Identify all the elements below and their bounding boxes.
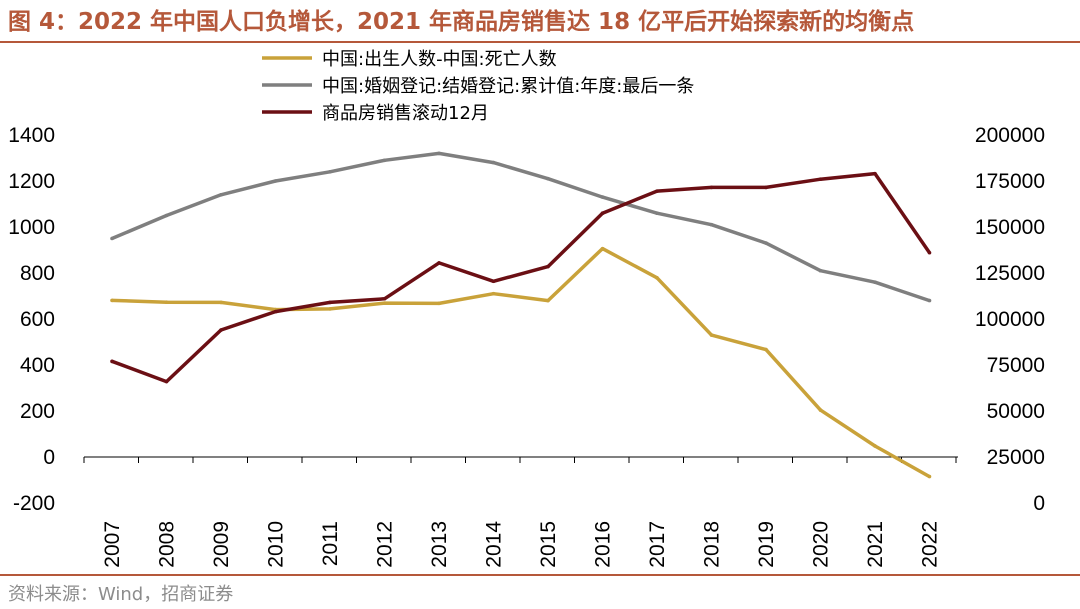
x-tick-label: 2016 [592,521,615,568]
left-tick-label: 1400 [8,124,55,147]
series-line-1 [111,151,931,303]
data-point [873,280,877,285]
data-point [600,211,605,215]
left-tick-label: 1200 [8,170,55,193]
x-tick-label: 2010 [265,521,288,568]
right-tick-label: 100000 [975,308,1045,331]
x-tick-label: 2020 [810,521,833,568]
left-tick-label: 200 [20,400,55,423]
x-axis-ticks: 2007 2008 2009 2010 2011 2012 2013 2014 2015 2016… [83,457,957,568]
data-point [491,160,496,165]
legend-label: 中国:出生人数-中国:死亡人数 [322,49,557,70]
data-point [328,300,332,305]
data-point [655,276,659,280]
data-point [655,211,659,215]
legend-label: 商品房销售滚动12月 [322,103,489,124]
legend-label: 中国:婚姻登记:结婚登记:累计值:年度:最后一条 [322,76,694,97]
x-tick-label: 2018 [701,521,724,568]
data-point [709,333,714,337]
data-point [110,298,114,303]
data-point [655,189,659,193]
right-tick-label: 0 [1033,492,1045,515]
left-tick-label: 800 [20,262,55,285]
x-tick-label: 2015 [537,521,560,568]
data-point [110,236,114,241]
data-point [382,158,387,163]
data-point [600,246,605,251]
data-point [546,176,550,181]
data-point [600,195,605,199]
data-point [764,347,768,352]
x-tick-label: 2013 [428,521,451,568]
series-line-0 [111,246,931,479]
data-point [818,177,823,181]
data-point [927,298,932,303]
data-point [219,328,223,332]
right-tick-label: 50000 [987,400,1045,423]
x-tick-label: 2007 [101,521,124,568]
x-tick-label: 2011 [319,521,342,566]
data-point [437,301,441,306]
right-tick-label: 200000 [975,124,1045,147]
data-point [709,222,714,227]
data-point [437,151,441,156]
data-point [818,408,823,412]
x-tick-label: 2014 [483,521,506,568]
data-point [546,264,550,269]
data-point [328,307,332,311]
left-tick-label: -200 [13,492,55,515]
data-point [818,268,823,273]
title-rule [0,41,1080,43]
data-point [873,444,877,448]
data-point [491,291,496,296]
right-tick-label: 25000 [987,446,1045,469]
left-tick-label: 600 [20,308,55,331]
x-tick-label: 2021 [864,521,887,568]
right-tick-label: 125000 [975,262,1045,285]
right-tick-label: 175000 [975,170,1045,193]
data-point [764,241,768,245]
data-point [927,250,932,255]
x-tick-label: 2019 [755,521,778,568]
x-tick-label: 2009 [210,521,233,568]
data-point [164,300,169,305]
source-note: 资料来源：Wind，招商证券 [8,584,234,605]
data-point [546,298,550,303]
data-point [219,300,223,305]
data-point [873,171,877,176]
data-point [164,213,169,218]
x-tick-label: 2008 [156,521,179,568]
data-point [491,279,496,284]
data-point [110,359,114,364]
data-point [709,185,714,190]
left-tick-label: 1000 [8,216,55,239]
x-tick-label: 2017 [646,521,669,568]
right-axis-ticks: 0 25000 50000 75000 100000 125000 150000 175000… [975,124,1045,515]
data-point [273,309,278,314]
data-point [382,301,387,305]
data-point [164,379,169,384]
left-tick-label: 0 [43,446,55,469]
data-point [328,170,332,174]
series-lines [110,151,932,479]
left-tick-label: 400 [20,354,55,377]
x-tick-label: 2022 [919,521,942,568]
left-axis-ticks: -200 0 200 400 600 800 1000 1200 1400 [8,124,55,515]
right-tick-label: 75000 [987,354,1045,377]
data-point [927,474,932,479]
figure-title: 图 4：2022 年中国人口负增长，2021 年商品房销售达 18 亿平后开始探… [8,9,915,35]
data-point [273,179,278,183]
data-point [382,296,387,301]
right-tick-label: 150000 [975,216,1045,239]
bottom-rule [0,574,1080,576]
legend: 中国:出生人数-中国:死亡人数中国:婚姻登记:结婚登记:累计值:年度:最后一条商… [262,49,694,124]
data-point [437,261,441,265]
data-point [764,185,768,190]
series-line-2 [111,171,931,384]
x-tick-label: 2012 [374,521,397,568]
data-point [219,193,223,197]
